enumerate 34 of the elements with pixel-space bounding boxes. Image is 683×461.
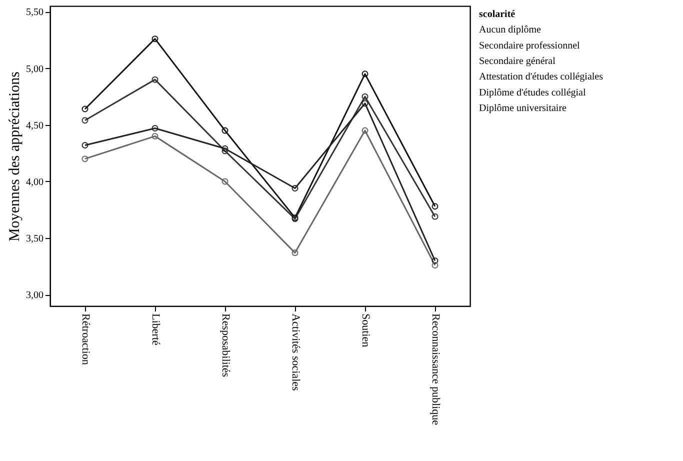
text: Attestation d'études collégiales <box>479 72 604 83</box>
point <box>152 76 158 83</box>
text: Secondaire général <box>479 56 556 67</box>
y-tick-label: 3,50 <box>26 234 44 245</box>
text: Aucun diplôme <box>479 24 542 36</box>
x-tick-label: Rétroaction <box>80 314 92 366</box>
y-tick-label: 3,00 <box>26 290 44 302</box>
x-tick-label: Activités sociales <box>290 314 302 391</box>
text: Diplôme universitaire <box>479 103 568 114</box>
y-tick-label: 4,50 <box>26 120 44 132</box>
x-tick-label: Liberté <box>150 314 162 346</box>
y-tick-label: 4,00 <box>26 176 44 188</box>
point <box>152 132 158 140</box>
x-tick-label: Resposabilités <box>220 314 232 378</box>
point <box>292 250 298 256</box>
text: Diplôme d'études collégial <box>479 87 586 98</box>
y-tick-label: 5,00 <box>26 64 44 75</box>
point <box>222 127 228 134</box>
x-tick-label: Soutien <box>360 314 372 348</box>
point <box>362 127 368 134</box>
legend-title: scolarité <box>479 8 516 20</box>
y-tick-label: 5,50 <box>26 7 44 18</box>
point <box>152 36 158 42</box>
y-axis-title: Moyennes des appréciations <box>7 71 23 242</box>
point <box>362 70 368 78</box>
point <box>362 93 368 100</box>
point <box>222 145 228 152</box>
point <box>362 100 368 107</box>
point <box>222 148 228 154</box>
point <box>152 125 158 132</box>
text: Secondaire professionnel <box>479 40 580 52</box>
x-tick-label: Reconnaissance publique <box>430 314 442 426</box>
point <box>292 185 298 192</box>
point <box>222 178 228 185</box>
